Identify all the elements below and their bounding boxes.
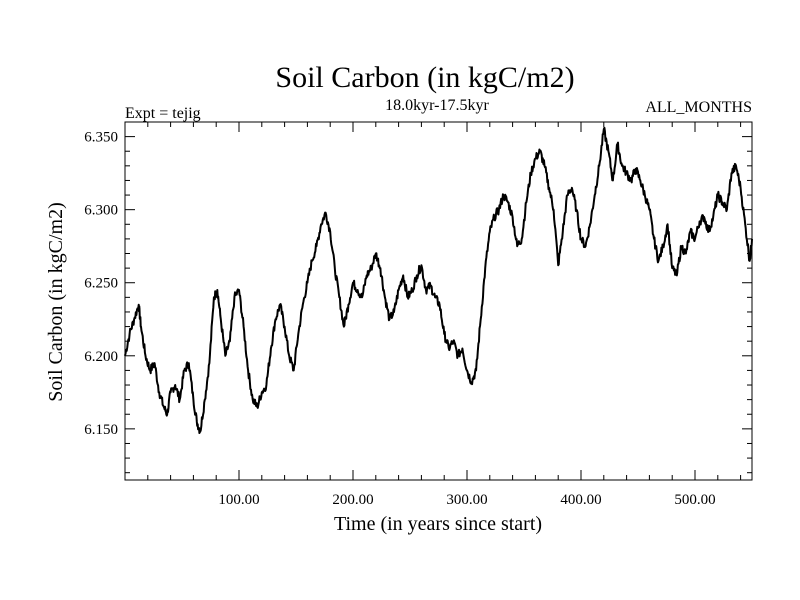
x-tick-label: 500.00: [674, 492, 715, 508]
chart-title: Soil Carbon (in kgC/m2): [275, 61, 574, 94]
series-line-soil-carbon: [124, 126, 753, 434]
x-tick-label: 200.00: [332, 492, 373, 508]
x-tick-label: 100.00: [218, 492, 259, 508]
chart-subtitle: 18.0kyr-17.5kyr: [385, 97, 489, 114]
y-axis-ticks: [125, 121, 752, 474]
x-tick-label: 400.00: [560, 492, 601, 508]
x-axis-title: Time (in years since start): [334, 513, 542, 535]
y-axis-tick-labels: 6.150 6.200 6.250 6.300 6.350: [84, 130, 118, 438]
experiment-label: Expt = tejig: [125, 105, 201, 122]
y-axis-title: Soil Carbon (in kgC/m2): [45, 202, 67, 401]
months-label: ALL_MONTHS: [645, 99, 752, 116]
y-tick-label: 6.200: [84, 349, 118, 365]
x-axis-ticks: [147, 122, 742, 480]
y-tick-label: 6.250: [84, 276, 118, 292]
y-tick-label: 6.150: [84, 422, 118, 438]
plot-area-frame: [124, 121, 753, 481]
x-axis-tick-labels: 100.00 200.00 300.00 400.00 500.00: [218, 492, 715, 508]
y-tick-label: 6.350: [84, 130, 118, 146]
x-tick-label: 300.00: [446, 492, 487, 508]
y-tick-label: 6.300: [84, 203, 118, 219]
